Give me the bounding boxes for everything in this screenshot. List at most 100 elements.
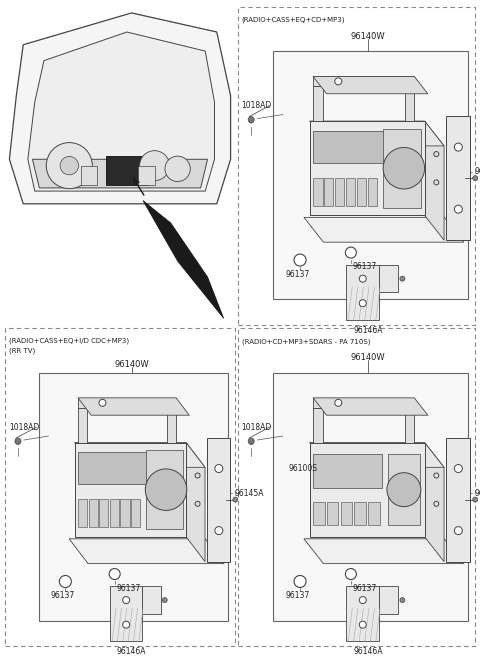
Polygon shape <box>33 159 207 188</box>
Text: 1018AD: 1018AD <box>241 422 272 432</box>
Circle shape <box>249 440 254 445</box>
Bar <box>354 502 366 525</box>
Bar <box>346 586 379 641</box>
Bar <box>273 51 468 299</box>
Text: 1018AD: 1018AD <box>9 422 39 432</box>
Bar <box>78 398 176 408</box>
Polygon shape <box>10 13 230 204</box>
Circle shape <box>455 205 462 213</box>
Text: 96140W: 96140W <box>351 31 385 41</box>
Circle shape <box>434 180 439 185</box>
Circle shape <box>123 596 130 604</box>
Bar <box>88 499 98 527</box>
Bar <box>346 265 379 319</box>
Bar <box>388 454 420 525</box>
Text: 96137: 96137 <box>51 591 75 600</box>
Polygon shape <box>425 443 444 562</box>
Circle shape <box>140 151 169 180</box>
Text: 96100S: 96100S <box>289 464 318 474</box>
Text: 96137: 96137 <box>353 584 377 592</box>
Circle shape <box>359 596 366 604</box>
Text: 96140W: 96140W <box>114 360 149 369</box>
Bar <box>78 499 87 527</box>
Circle shape <box>46 142 92 189</box>
Bar <box>5 328 235 646</box>
Bar <box>346 178 355 206</box>
Polygon shape <box>304 217 464 242</box>
Bar <box>207 438 230 562</box>
Polygon shape <box>313 76 428 94</box>
Circle shape <box>249 118 254 123</box>
Circle shape <box>346 247 356 258</box>
Text: 96140W: 96140W <box>351 353 385 362</box>
Bar <box>78 452 147 484</box>
Bar <box>379 586 398 614</box>
Circle shape <box>162 598 167 603</box>
Polygon shape <box>78 398 189 415</box>
Circle shape <box>400 276 405 281</box>
Bar <box>110 499 119 527</box>
Polygon shape <box>28 32 215 191</box>
Bar <box>313 131 384 163</box>
Circle shape <box>335 400 342 406</box>
Bar <box>310 443 425 537</box>
Text: 96146A: 96146A <box>353 325 383 335</box>
Circle shape <box>195 501 200 506</box>
Bar <box>106 156 148 185</box>
Circle shape <box>383 148 425 189</box>
Bar <box>78 408 87 462</box>
Polygon shape <box>69 539 224 564</box>
Circle shape <box>248 438 254 444</box>
Polygon shape <box>310 121 444 146</box>
Circle shape <box>346 569 356 579</box>
Circle shape <box>400 598 405 603</box>
Bar <box>357 178 366 206</box>
Bar <box>313 454 382 488</box>
Circle shape <box>60 156 79 175</box>
Bar <box>313 87 323 141</box>
Bar <box>446 116 470 240</box>
Polygon shape <box>186 443 205 562</box>
Bar <box>446 438 470 562</box>
Circle shape <box>15 440 21 445</box>
Bar <box>138 165 155 185</box>
Circle shape <box>215 464 223 472</box>
Text: 96137: 96137 <box>353 262 377 271</box>
Text: 1018AD: 1018AD <box>241 101 272 110</box>
Circle shape <box>60 575 72 588</box>
Circle shape <box>455 143 462 151</box>
Bar <box>405 408 414 462</box>
Text: (RADIO+CASS+EQ+I/D CDC+MP3): (RADIO+CASS+EQ+I/D CDC+MP3) <box>9 337 129 344</box>
Bar <box>110 586 142 641</box>
Circle shape <box>233 497 238 502</box>
Circle shape <box>294 575 306 588</box>
Bar <box>341 502 352 525</box>
Text: 96145A: 96145A <box>234 489 264 498</box>
Bar <box>142 586 161 614</box>
Circle shape <box>455 464 462 472</box>
Polygon shape <box>143 201 224 318</box>
Bar <box>74 443 186 537</box>
Bar <box>313 408 323 462</box>
Bar <box>405 87 414 141</box>
Circle shape <box>434 152 439 157</box>
Bar <box>313 398 414 408</box>
Bar <box>120 499 130 527</box>
Bar <box>368 178 377 206</box>
Bar <box>310 121 425 215</box>
Circle shape <box>434 473 439 478</box>
Text: 96145A: 96145A <box>474 167 480 176</box>
Circle shape <box>335 78 342 85</box>
Bar <box>327 502 338 525</box>
Circle shape <box>359 300 366 307</box>
Polygon shape <box>310 443 444 467</box>
Circle shape <box>165 156 190 182</box>
Bar <box>238 328 475 646</box>
Circle shape <box>123 621 130 628</box>
Text: 96146A: 96146A <box>117 647 146 656</box>
Circle shape <box>359 275 366 282</box>
Text: 96137: 96137 <box>286 270 310 279</box>
Circle shape <box>473 176 478 180</box>
Bar <box>313 178 323 206</box>
Bar <box>313 502 324 525</box>
